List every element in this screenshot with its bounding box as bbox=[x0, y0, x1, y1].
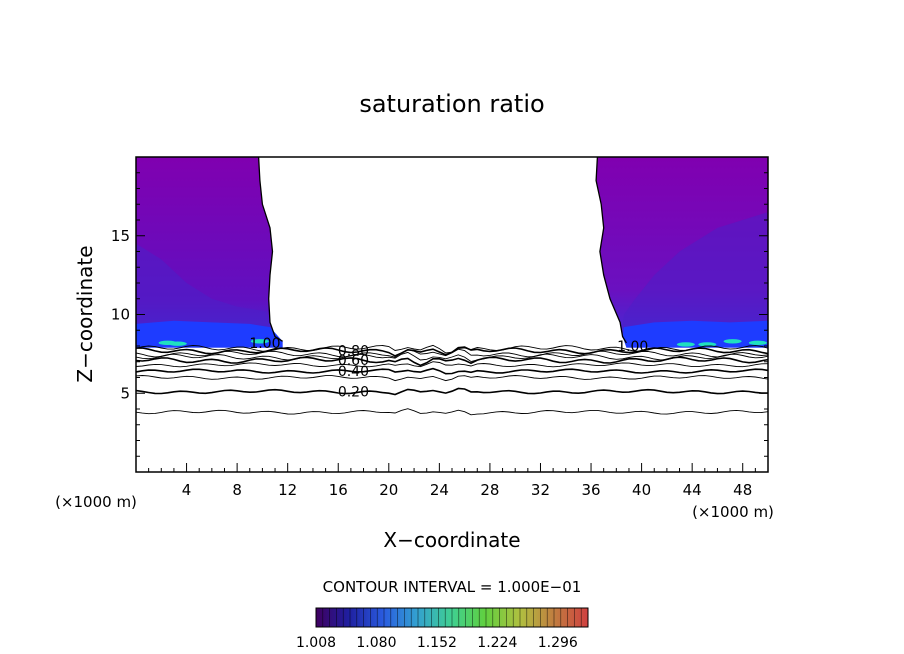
colorbar-label-0: 1.008 bbox=[296, 635, 336, 651]
band-highlight-6 bbox=[748, 340, 767, 346]
band-highlight-2 bbox=[250, 339, 269, 344]
band-highlight-4 bbox=[698, 342, 717, 347]
colorbar-label-2: 1.152 bbox=[417, 635, 457, 651]
x-tick-label-44: 44 bbox=[683, 481, 702, 499]
x-tick-label-24: 24 bbox=[430, 481, 449, 499]
x-unit-left: (×1000 m) bbox=[55, 493, 137, 511]
x-tick-label-12: 12 bbox=[278, 481, 297, 499]
left-cloud-boundary bbox=[257, 157, 283, 342]
colorbar-ticks bbox=[322, 608, 582, 627]
x-tick-label-36: 36 bbox=[581, 481, 600, 499]
contour-line-9 bbox=[136, 408, 768, 416]
contour-interval-text: CONTOUR INTERVAL = 1.000E−01 bbox=[323, 578, 582, 596]
colorbar-labels: 1.008 1.080 1.152 1.224 1.296 bbox=[296, 635, 578, 651]
left-base-band bbox=[136, 320, 283, 348]
contour-label-1: 0.60 bbox=[338, 353, 369, 369]
y-axis-ticks: 5 10 15 bbox=[111, 172, 768, 457]
band-highlight-3 bbox=[676, 342, 695, 347]
x-tick-label-28: 28 bbox=[480, 481, 499, 499]
contour-line-6 bbox=[136, 367, 768, 375]
x-axis-ticks: 4 8 12 16 20 24 28 32 36 40 44 48 bbox=[148, 463, 756, 499]
contour-line-5 bbox=[136, 361, 768, 368]
x-tick-label-48: 48 bbox=[733, 481, 752, 499]
contour-line-1 bbox=[136, 346, 768, 357]
x-tick-label-16: 16 bbox=[329, 481, 348, 499]
contour-label-5: 1.00 bbox=[617, 339, 648, 355]
contour-label-0: 0.80 bbox=[338, 344, 369, 360]
right-inner-lobe bbox=[622, 212, 768, 328]
contour-labels: 0.800.600.40 0.20 1.00 1.00 bbox=[249, 336, 648, 401]
colorbar-label-3: 1.224 bbox=[477, 635, 517, 651]
x-tick-label-40: 40 bbox=[632, 481, 651, 499]
x-tick-label-20: 20 bbox=[379, 481, 398, 499]
y-tick-label-5: 5 bbox=[120, 384, 130, 402]
x-tick-label-32: 32 bbox=[531, 481, 550, 499]
y-axis-label: Z−coordinate bbox=[73, 245, 97, 382]
contour-lines bbox=[136, 157, 768, 416]
contour-line-8 bbox=[136, 387, 768, 396]
y-tick-label-10: 10 bbox=[111, 306, 130, 324]
x-unit-right: (×1000 m) bbox=[692, 503, 774, 521]
band-highlight-1 bbox=[168, 341, 187, 346]
band-highlight-5 bbox=[723, 339, 742, 344]
contour-line-4 bbox=[136, 356, 768, 367]
colorbar-label-4: 1.296 bbox=[538, 635, 578, 651]
y-tick-label-15: 15 bbox=[111, 227, 130, 245]
left-inner-lobe bbox=[136, 243, 270, 328]
contour-label-2: 0.40 bbox=[338, 364, 369, 380]
contour-label-4: 1.00 bbox=[249, 336, 280, 352]
contour-line-2 bbox=[136, 348, 768, 358]
contour-line-7 bbox=[136, 375, 768, 382]
chart-title: saturation ratio bbox=[359, 90, 544, 118]
contour-label-3: 0.20 bbox=[338, 385, 369, 401]
saturation-fill bbox=[136, 157, 768, 348]
right-cloud-boundary bbox=[595, 157, 627, 344]
x-axis-label: X−coordinate bbox=[383, 528, 520, 552]
x-tick-label-4: 4 bbox=[182, 481, 192, 499]
x-tick-label-8: 8 bbox=[232, 481, 242, 499]
colorbar-label-1: 1.080 bbox=[356, 635, 396, 651]
